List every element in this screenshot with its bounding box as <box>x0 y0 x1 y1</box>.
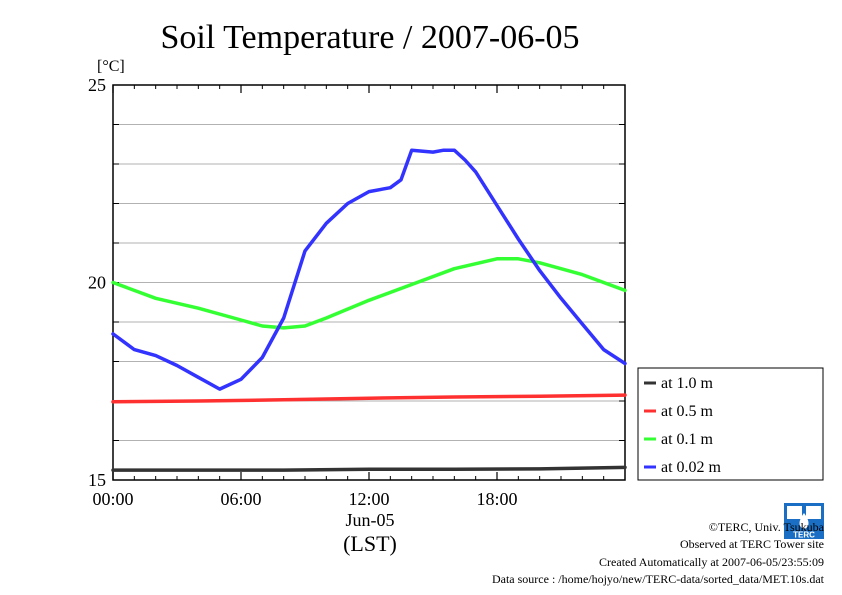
x-date-label: Jun-05 <box>346 510 395 530</box>
legend-label: at 1.0 m <box>661 375 714 392</box>
y-tick-label: 25 <box>88 75 106 95</box>
x-tick-label: 06:00 <box>220 489 261 509</box>
x-axis-label: (LST) <box>343 531 397 556</box>
series-line-1 <box>111 465 627 472</box>
logo-text: TERC <box>793 531 815 540</box>
terc-logo: TERC <box>784 503 824 540</box>
x-tick-label: 00:00 <box>92 489 133 509</box>
y-axis-unit-label: [°C] <box>97 58 125 75</box>
legend-box <box>637 367 824 481</box>
terc-logo-icon: TERC <box>784 503 824 540</box>
series-line-4 <box>111 148 627 391</box>
axis-ticks: 00:00 06:00 12:00 18:00 15 20 25 <box>88 75 625 509</box>
y-tick-label: 15 <box>88 470 106 490</box>
footer-copyright: ©TERC, Univ. Tsukuba <box>708 520 824 534</box>
chart-title: Soil Temperature / 2007-06-05 <box>160 19 579 56</box>
footer-observed: Observed at TERC Tower site <box>679 537 824 551</box>
x-tick-label: 18:00 <box>476 489 517 509</box>
legend: at 1.0 m at 0.5 m at 0.1 m at 0.02 m <box>637 367 824 481</box>
series-line-2 <box>111 393 627 404</box>
legend-label: at 0.1 m <box>661 431 714 448</box>
series-lines <box>111 148 627 472</box>
y-tick-label: 20 <box>88 273 106 293</box>
legend-label: at 0.5 m <box>661 403 714 420</box>
footer-created: Created Automatically at 2007-06-05/23:5… <box>599 555 824 569</box>
footer-source: Data source : /home/hojyo/new/TERC-data/… <box>491 572 824 586</box>
legend-label: at 0.02 m <box>661 459 722 476</box>
x-tick-label: 12:00 <box>348 489 389 509</box>
series-line-3 <box>111 257 627 330</box>
